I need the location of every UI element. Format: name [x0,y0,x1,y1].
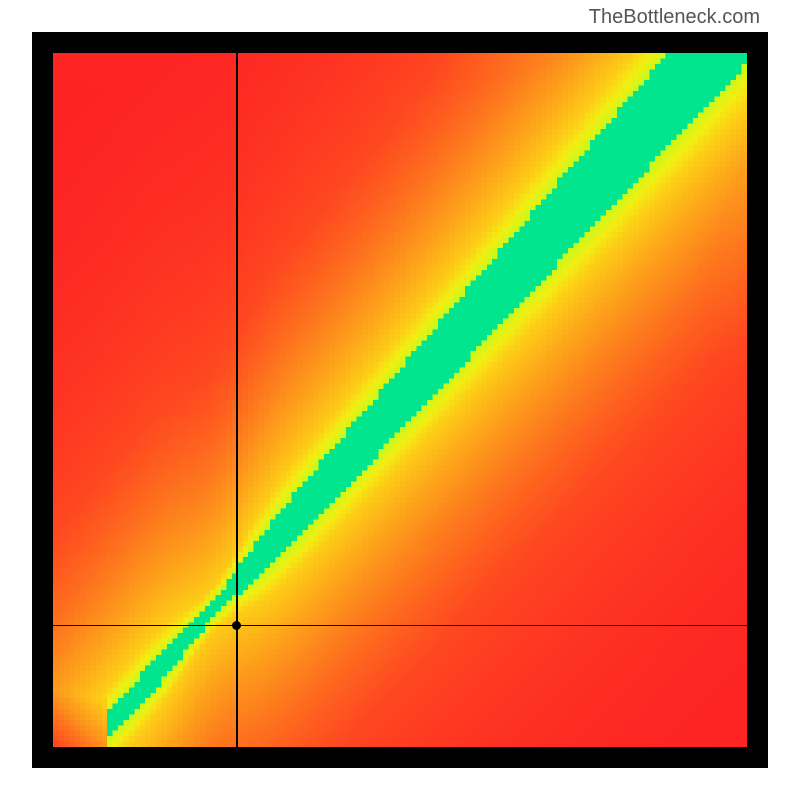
heatmap-canvas [53,53,747,747]
watermark-text: TheBottleneck.com [589,6,760,29]
crosshair-vertical [236,53,237,747]
crosshair-horizontal [53,625,747,626]
chart-container: TheBottleneck.com [0,0,800,800]
